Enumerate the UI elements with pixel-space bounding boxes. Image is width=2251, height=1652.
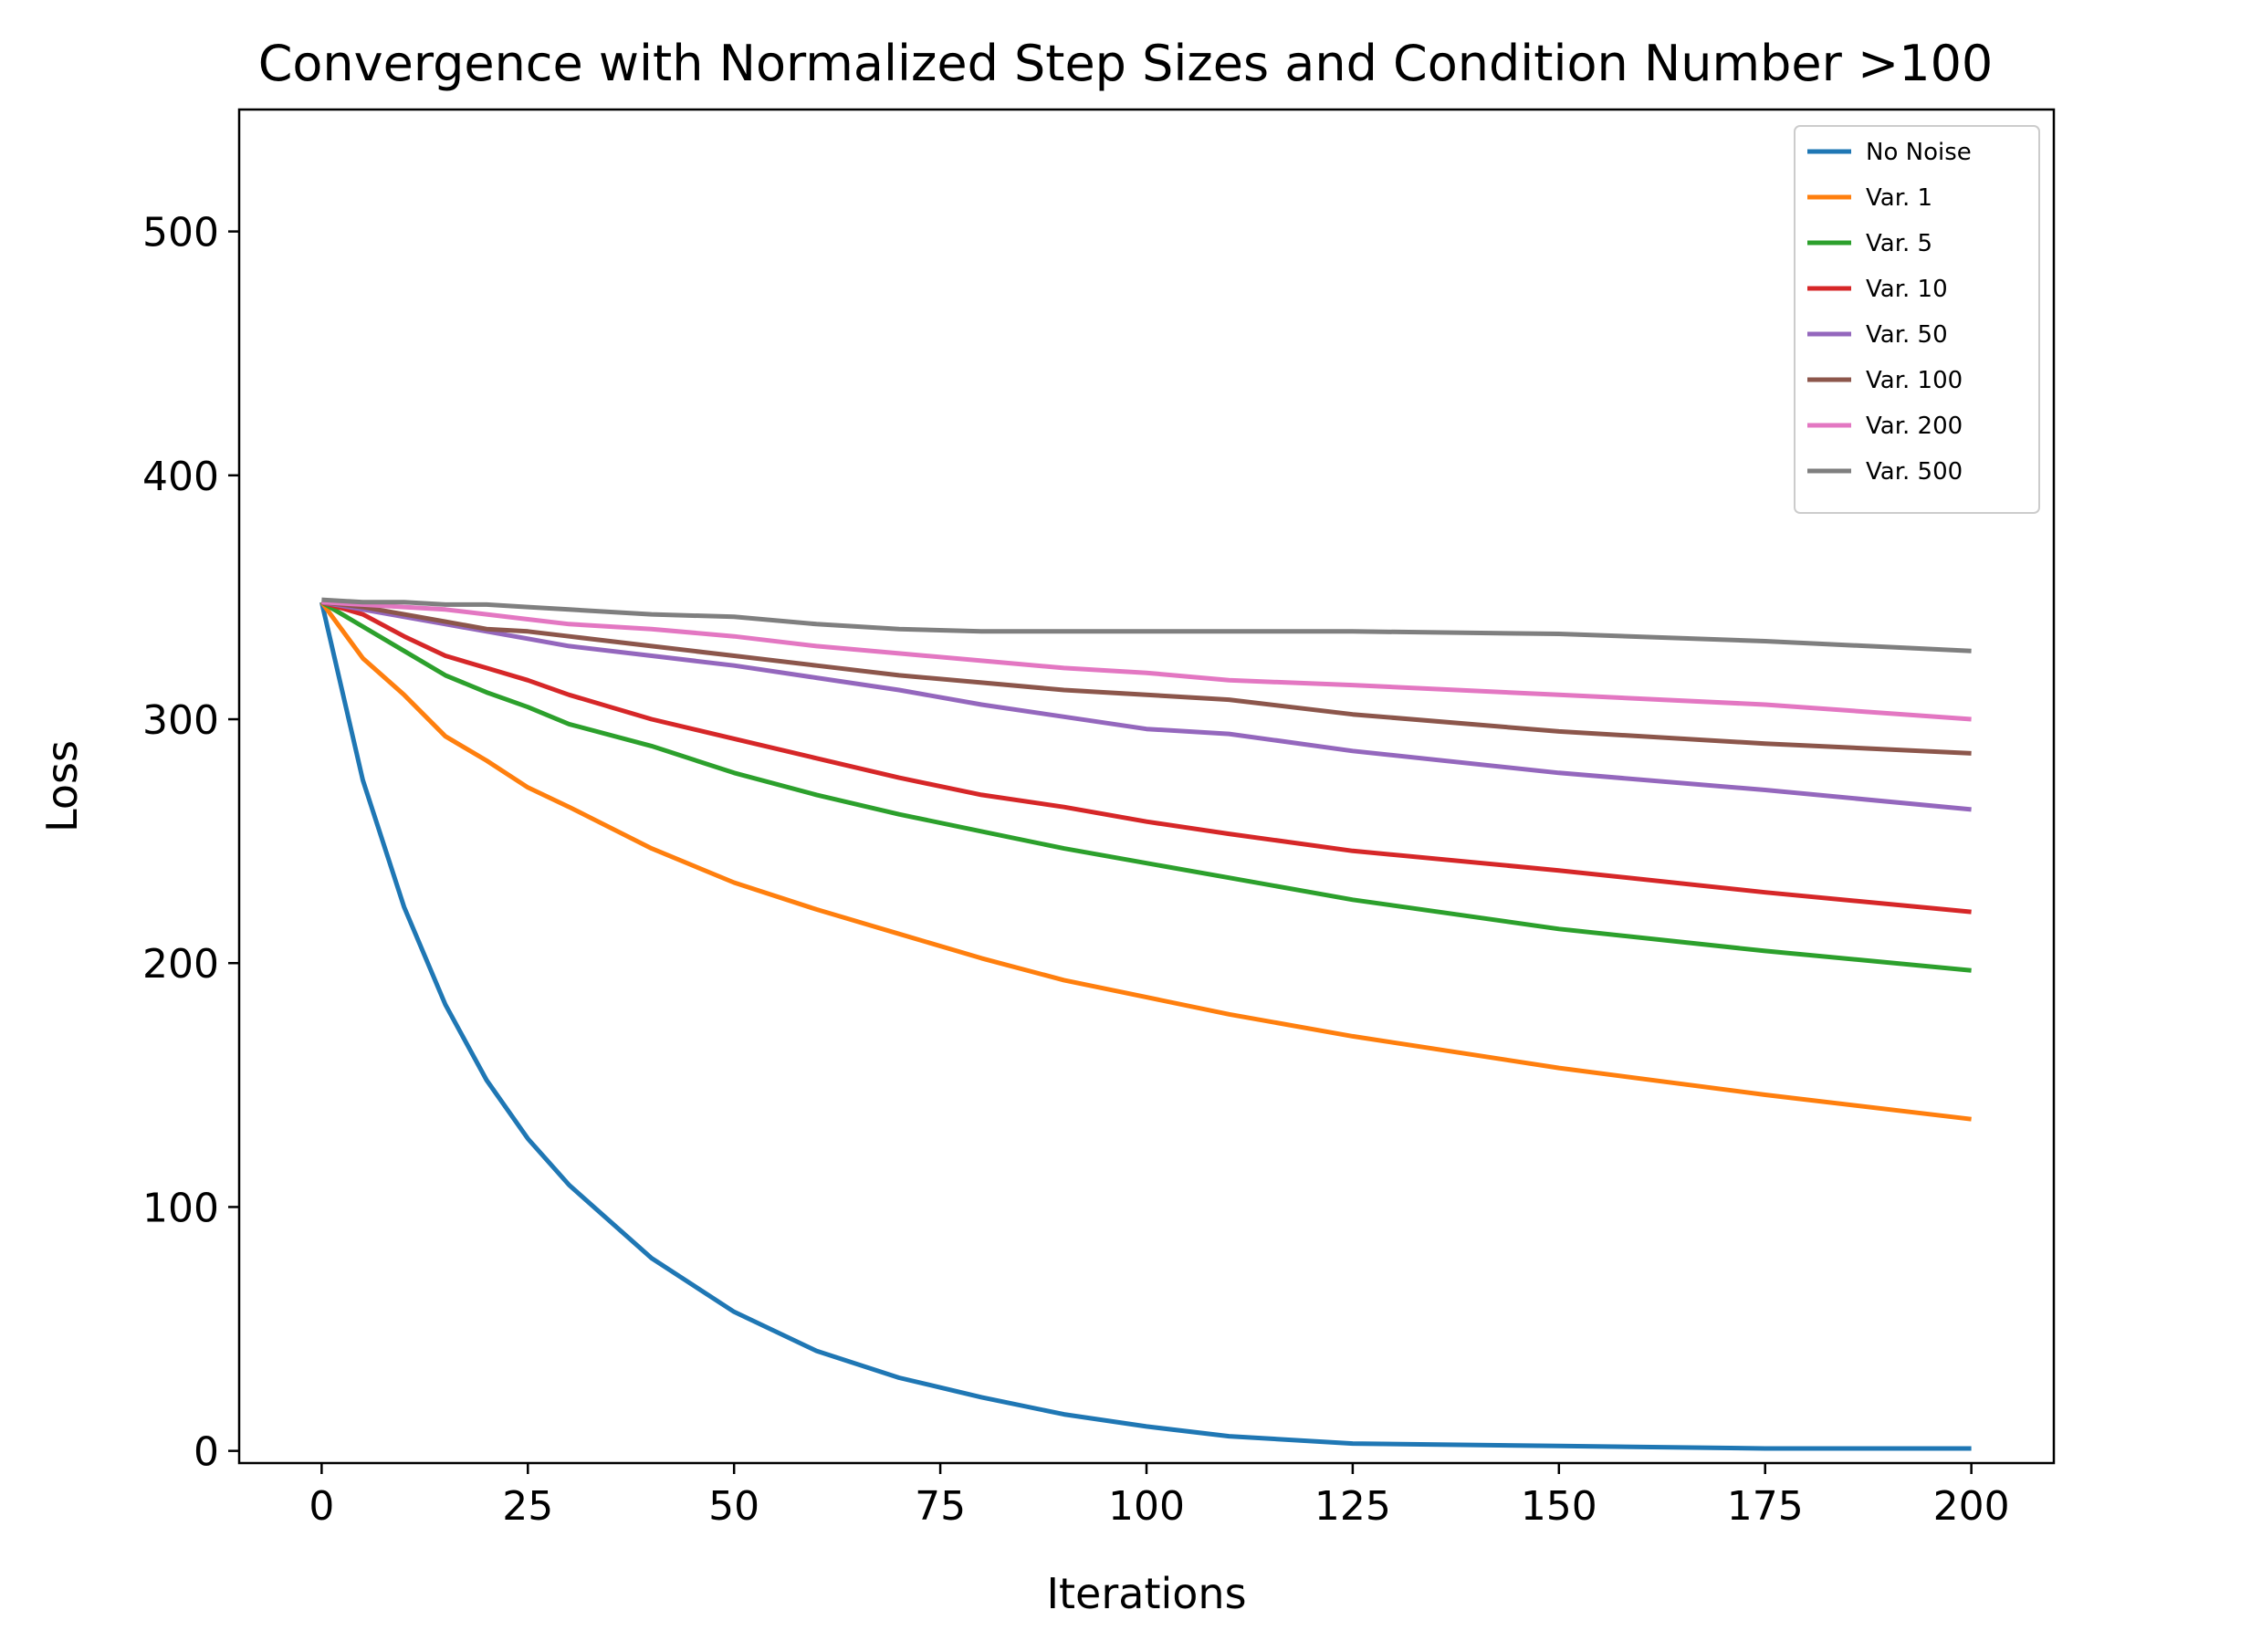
legend-label: Var. 200 (1866, 413, 1963, 440)
x-tick-label: 25 (502, 1483, 553, 1530)
series-line-3 (320, 600, 1972, 973)
legend: No Noise Var. 1 Var. 5 Var. 10 Var. 50 Var. 1… (1794, 125, 2040, 514)
legend-label: Var. 500 (1866, 458, 1963, 486)
legend-label: No Noise (1866, 139, 1972, 166)
legend-label: Var. 5 (1866, 230, 1932, 257)
legend-label: Var. 10 (1866, 276, 1948, 303)
plot-lines (319, 597, 1972, 1451)
series-line-2 (319, 601, 1972, 1122)
x-tick-label: 75 (915, 1483, 966, 1530)
series-line-7 (321, 600, 1972, 722)
series-line-4 (320, 600, 1972, 915)
x-axis-ticks: 0 25 50 75 100 125 150 175 200 (309, 1463, 2010, 1530)
x-tick-label: 100 (1108, 1483, 1185, 1530)
series-line-6 (321, 600, 1972, 756)
legend-label: Var. 100 (1866, 367, 1963, 394)
legend-label: Var. 50 (1866, 321, 1948, 349)
y-tick-label: 100 (142, 1185, 219, 1231)
y-tick-label: 500 (142, 210, 219, 256)
series-line-8 (321, 597, 1972, 653)
series-line-1 (319, 601, 1972, 1451)
x-tick-label: 150 (1521, 1483, 1597, 1530)
legend-box (1794, 125, 2040, 514)
x-tick-label: 50 (708, 1483, 759, 1530)
y-tick-label: 0 (194, 1429, 219, 1476)
legend-label: Var. 1 (1866, 184, 1932, 212)
chart-title: Convergence with Normalized Step Sizes a… (258, 35, 1994, 92)
x-tick-label: 0 (309, 1483, 334, 1530)
series-line-5 (320, 600, 1972, 812)
x-tick-label: 200 (1933, 1483, 2010, 1530)
x-tick-label: 175 (1727, 1483, 1804, 1530)
y-axis-title: Loss (37, 740, 87, 832)
x-axis-title: Iterations (1046, 1569, 1246, 1618)
y-tick-label: 200 (142, 941, 219, 988)
y-axis-ticks: 0 100 200 300 400 500 (142, 210, 239, 1476)
y-tick-label: 300 (142, 697, 219, 744)
y-tick-label: 400 (142, 454, 219, 500)
x-tick-label: 125 (1314, 1483, 1391, 1530)
